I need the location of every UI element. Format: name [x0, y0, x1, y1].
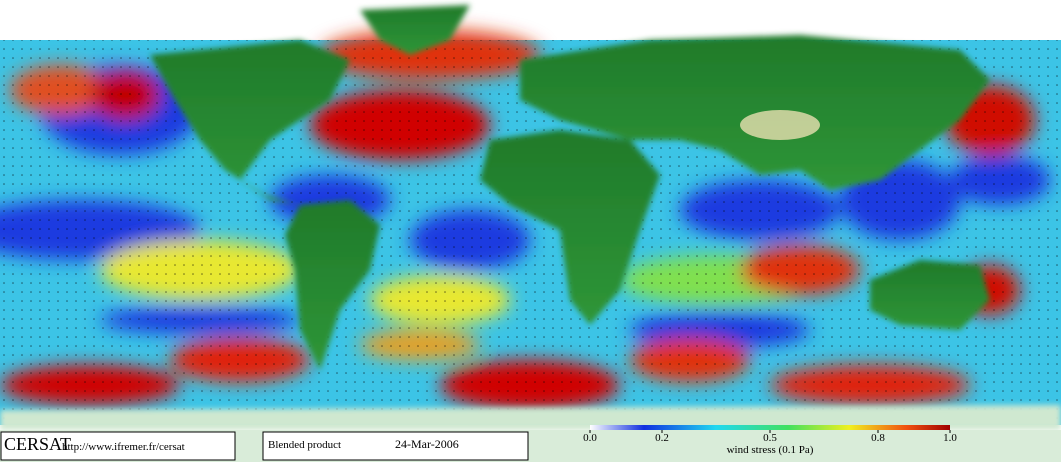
colorbar-tick-label: 0.2 [655, 432, 669, 444]
colorbar-tick-label: 0.8 [871, 432, 885, 444]
product-box [262, 431, 529, 461]
logo: CERSAT [4, 434, 71, 454]
colorbar-title: wind stress (0.1 Pa) [727, 444, 814, 456]
wind-map [0, 5, 1061, 430]
url: http://www.ifremer.fr/cersat [62, 441, 185, 453]
date: 24-Mar-2006 [395, 437, 459, 451]
colorbar-tick-label: 0.5 [763, 432, 777, 444]
colorbar: wind stress (0.1 Pa) [590, 425, 950, 456]
colorbar-tick-label: 0.0 [583, 432, 597, 444]
colorbar-tick-label: 1.0 [943, 432, 957, 444]
logo-box [0, 431, 236, 461]
product: Blended product [268, 439, 341, 451]
colorbar-ramp [590, 425, 950, 430]
